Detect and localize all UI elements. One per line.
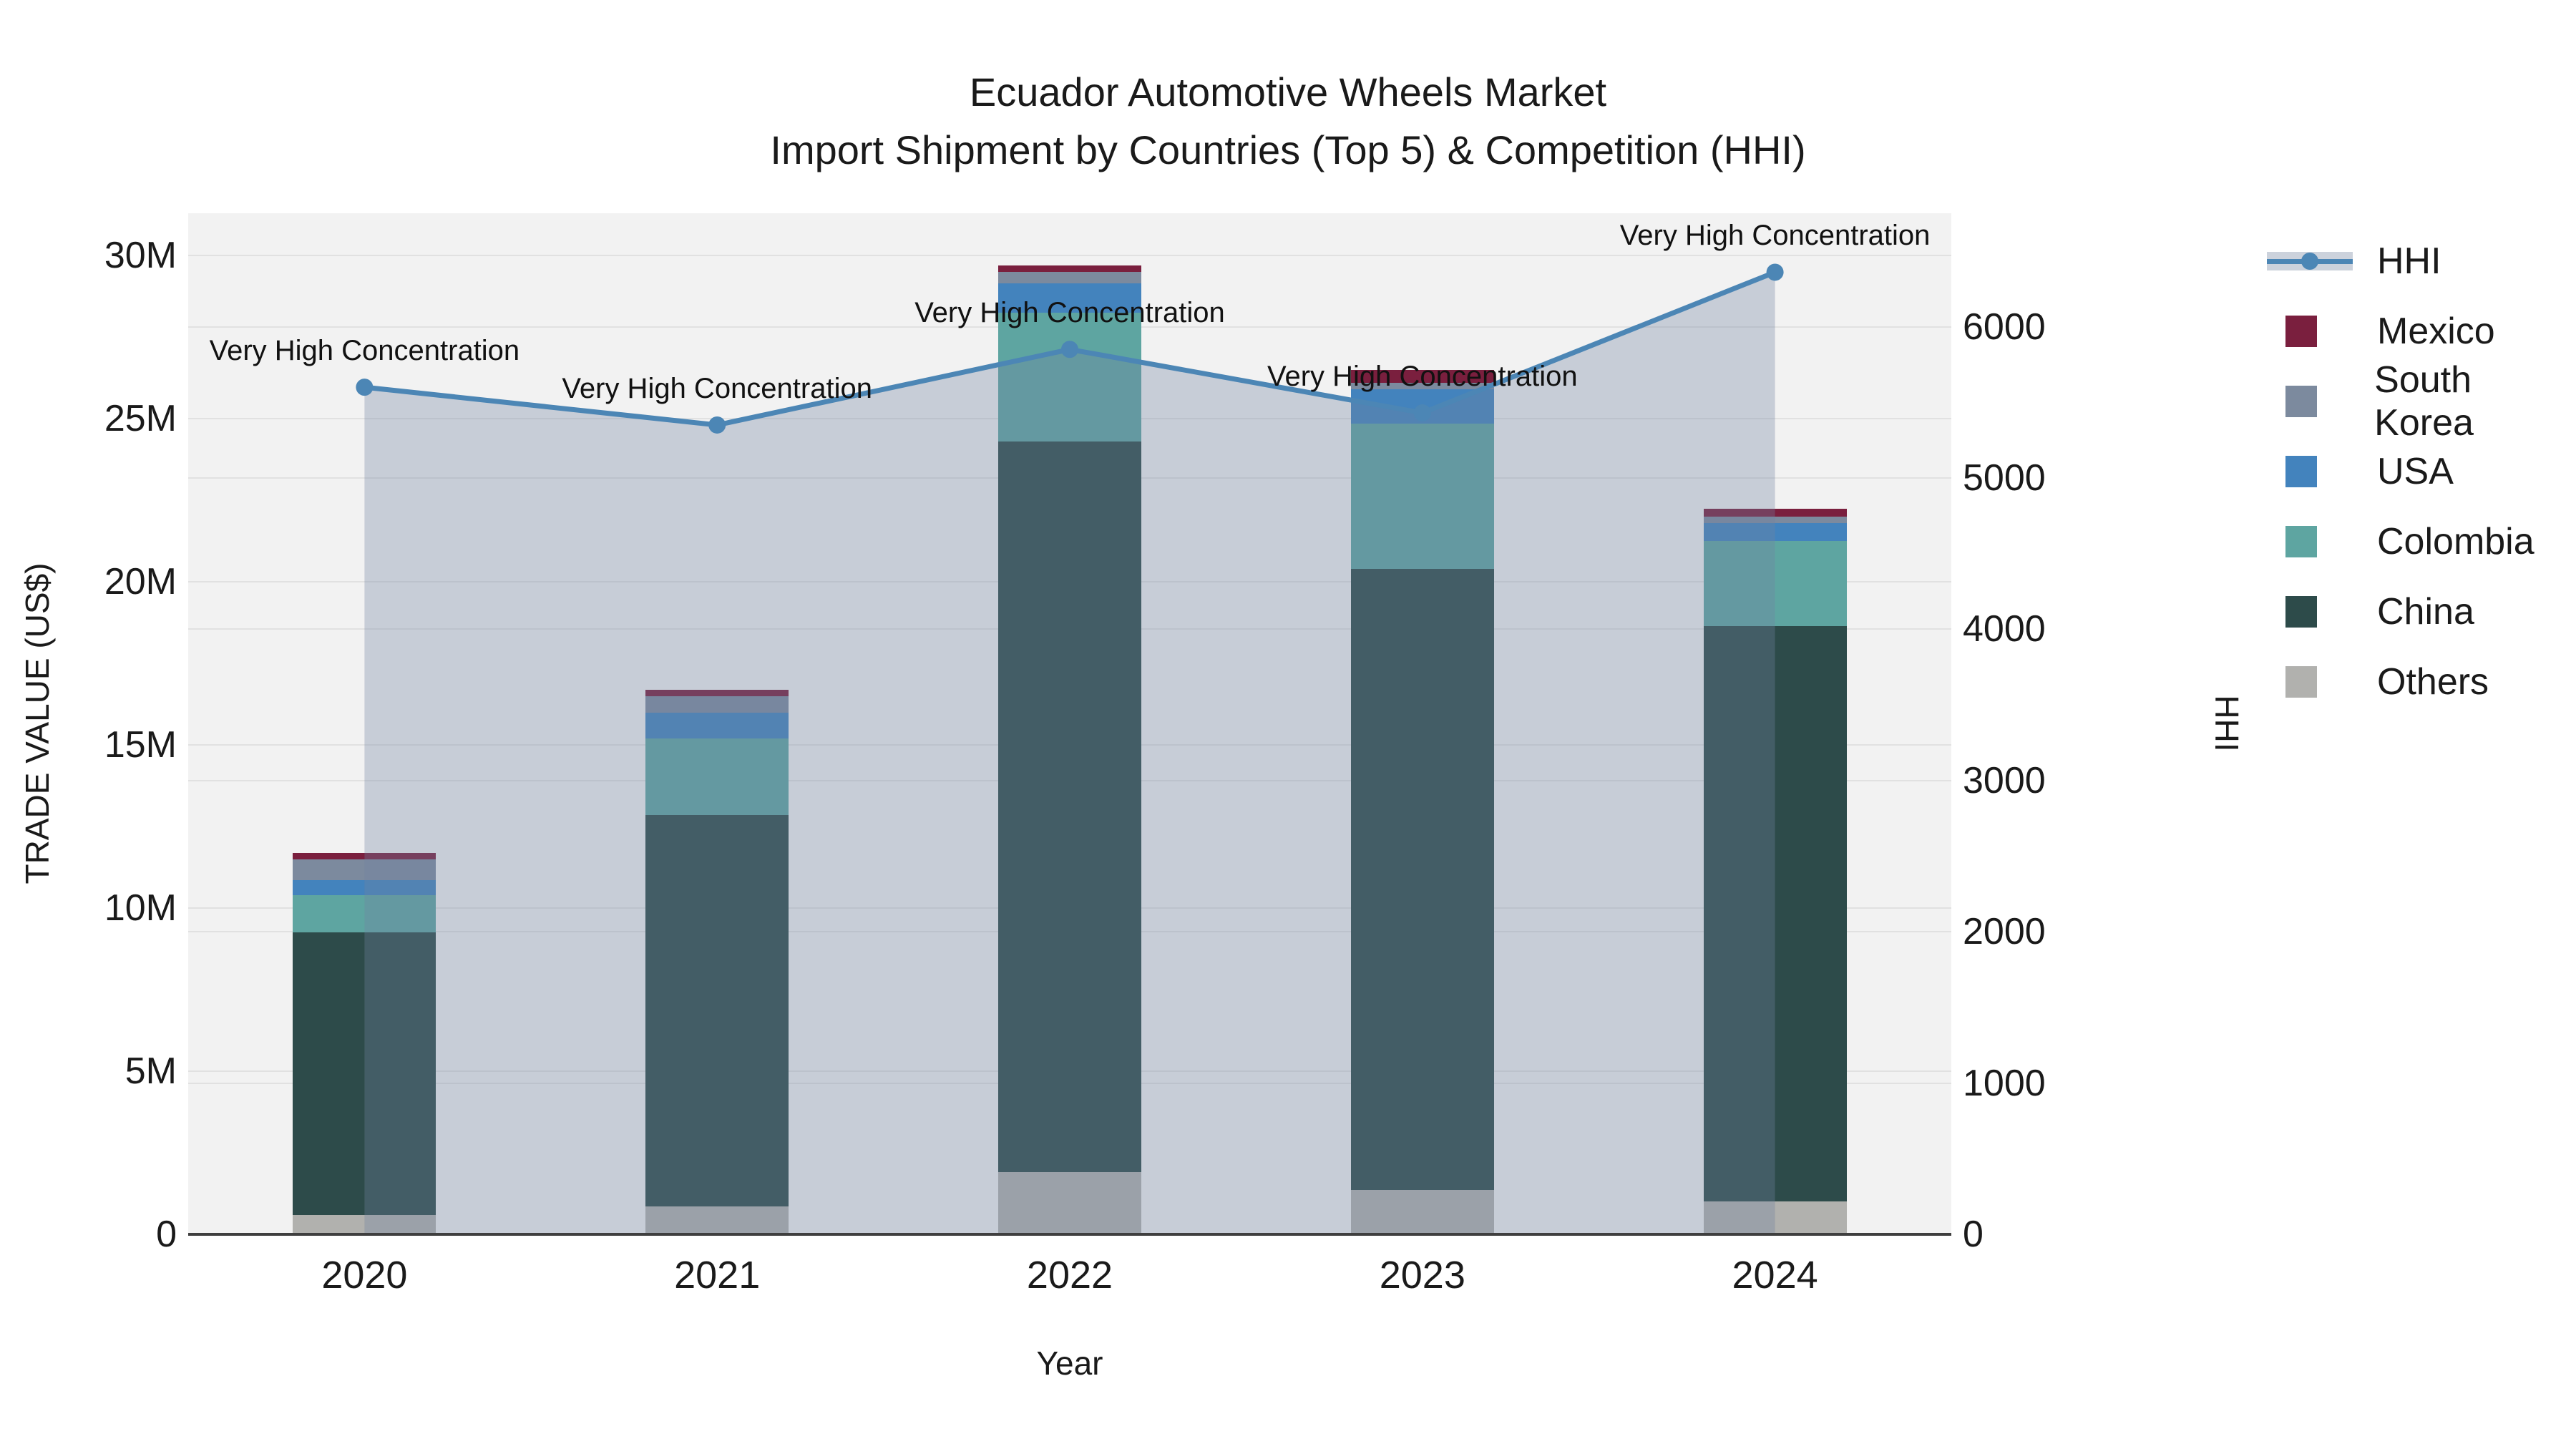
legend: HHI Mexico South Korea USA Colombia China Othe… <box>2267 236 2575 737</box>
hhi-point-2024[interactable] <box>1766 263 1784 281</box>
bar-2024-Colombia[interactable] <box>1703 541 1847 626</box>
legend-item-china[interactable]: China <box>2267 587 2474 637</box>
plot-area: Very High Concentration Very High Concent… <box>188 213 1951 1236</box>
legend-label: Mexico <box>2377 311 2495 352</box>
ytick-left-10M: 10M <box>104 887 177 930</box>
legend-label: USA <box>2377 451 2454 492</box>
legend-item-colombia[interactable]: Colombia <box>2267 517 2534 567</box>
ytick-left-25M: 25M <box>104 398 177 440</box>
annotation-2023: Very High Concentration <box>1267 361 1578 393</box>
bar-2023-Colombia[interactable] <box>1350 424 1494 569</box>
ytick-right-4000: 4000 <box>1963 608 2046 650</box>
bar-2023-USA[interactable] <box>1350 389 1494 424</box>
legend-item-mexico[interactable]: Mexico <box>2267 306 2495 356</box>
legend-item-hhi[interactable]: HHI <box>2267 236 2441 286</box>
xtick-2020: 2020 <box>321 1254 408 1297</box>
chart-title-block: Ecuador Automotive Wheels Market Import … <box>0 63 2576 179</box>
legend-swatch-slot <box>2267 316 2353 347</box>
chart-subtitle: Import Shipment by Countries (Top 5) & C… <box>770 127 1806 173</box>
legend-swatch-china <box>2285 596 2317 628</box>
hhi-point-2020[interactable] <box>356 379 374 396</box>
bar-2024-USA[interactable] <box>1703 523 1847 542</box>
bar-2020-USA[interactable] <box>293 880 436 895</box>
legend-swatch-usa <box>2285 456 2317 487</box>
bar-2024-Others[interactable] <box>1703 1201 1847 1234</box>
bar-2020-Mexico[interactable] <box>293 852 436 859</box>
ytick-right-0: 0 <box>1963 1214 1984 1255</box>
bar-2021-USA[interactable] <box>645 712 789 738</box>
y-axis-left-title: TRADE VALUE (US$) <box>19 562 56 884</box>
legend-item-others[interactable]: Others <box>2267 657 2489 707</box>
xtick-2021: 2021 <box>674 1254 761 1297</box>
bar-2021-Mexico[interactable] <box>645 689 789 696</box>
gridline-left-30M <box>188 255 1951 257</box>
x-axis-line <box>188 1233 1951 1236</box>
legend-swatch-south-korea <box>2285 386 2317 417</box>
ytick-right-1000: 1000 <box>1963 1062 2046 1104</box>
legend-label: China <box>2377 591 2474 633</box>
bar-2020-Others[interactable] <box>293 1214 436 1234</box>
bar-2024-China[interactable] <box>1703 625 1847 1202</box>
bar-2021-China[interactable] <box>645 815 789 1207</box>
bar-2022-China[interactable] <box>998 441 1141 1173</box>
legend-item-south-korea[interactable]: South Korea <box>2267 359 2575 444</box>
hhi-legend-swatch <box>2267 252 2353 270</box>
bar-2022-Others[interactable] <box>998 1172 1141 1234</box>
legend-swatch-slot <box>2267 386 2350 417</box>
legend-label: HHI <box>2377 240 2441 282</box>
bar-2020-Colombia[interactable] <box>293 894 436 933</box>
bar-2023-Others[interactable] <box>1350 1190 1494 1234</box>
ytick-right-3000: 3000 <box>1963 759 2046 801</box>
xtick-2022: 2022 <box>1026 1254 1113 1297</box>
bar-2022-South Korea[interactable] <box>998 272 1141 284</box>
annotation-2021: Very High Concentration <box>562 372 872 404</box>
ytick-left-0: 0 <box>156 1214 177 1255</box>
ytick-left-30M: 30M <box>104 235 177 277</box>
legend-swatch-others <box>2285 666 2317 698</box>
bar-2022-Colombia[interactable] <box>998 313 1141 442</box>
bar-2024-South Korea[interactable] <box>1703 516 1847 524</box>
legend-label: South Korea <box>2374 359 2474 444</box>
bar-2023-China[interactable] <box>1350 568 1494 1191</box>
ytick-right-2000: 2000 <box>1963 911 2046 953</box>
chart-title: Ecuador Automotive Wheels Market <box>969 69 1607 114</box>
legend-swatch-mexico <box>2285 316 2317 347</box>
legend-swatch-slot <box>2267 252 2353 270</box>
annotation-2020: Very High Concentration <box>209 335 520 367</box>
ytick-right-5000: 5000 <box>1963 457 2046 499</box>
bar-2024-Mexico[interactable] <box>1703 508 1847 517</box>
bar-2021-Others[interactable] <box>645 1206 789 1234</box>
x-axis-title: Year <box>1036 1345 1103 1382</box>
bar-2022-Mexico[interactable] <box>998 265 1141 273</box>
legend-label: Colombia <box>2377 521 2534 562</box>
bar-2020-China[interactable] <box>293 932 436 1215</box>
ytick-left-5M: 5M <box>125 1050 177 1093</box>
legend-swatch-slot <box>2267 456 2353 487</box>
y-axis-right-title: HHI <box>2208 695 2245 752</box>
legend-label: Others <box>2377 661 2489 703</box>
legend-swatch-slot <box>2267 596 2353 628</box>
ytick-right-6000: 6000 <box>1963 306 2046 348</box>
ytick-left-20M: 20M <box>104 561 177 603</box>
bar-2020-South Korea[interactable] <box>293 859 436 881</box>
ytick-left-15M: 15M <box>104 724 177 766</box>
xtick-2023: 2023 <box>1379 1254 1465 1297</box>
xtick-2024: 2024 <box>1732 1254 1818 1297</box>
annotation-2022: Very High Concentration <box>914 297 1225 329</box>
annotation-2024: Very High Concentration <box>1619 220 1931 252</box>
bar-2021-South Korea[interactable] <box>645 696 789 713</box>
hhi-legend-dot <box>2301 253 2318 270</box>
bar-2021-Colombia[interactable] <box>645 738 789 816</box>
legend-swatch-slot <box>2267 526 2353 557</box>
legend-item-usa[interactable]: USA <box>2267 447 2454 497</box>
legend-swatch-colombia <box>2285 526 2317 557</box>
legend-swatch-slot <box>2267 666 2353 698</box>
